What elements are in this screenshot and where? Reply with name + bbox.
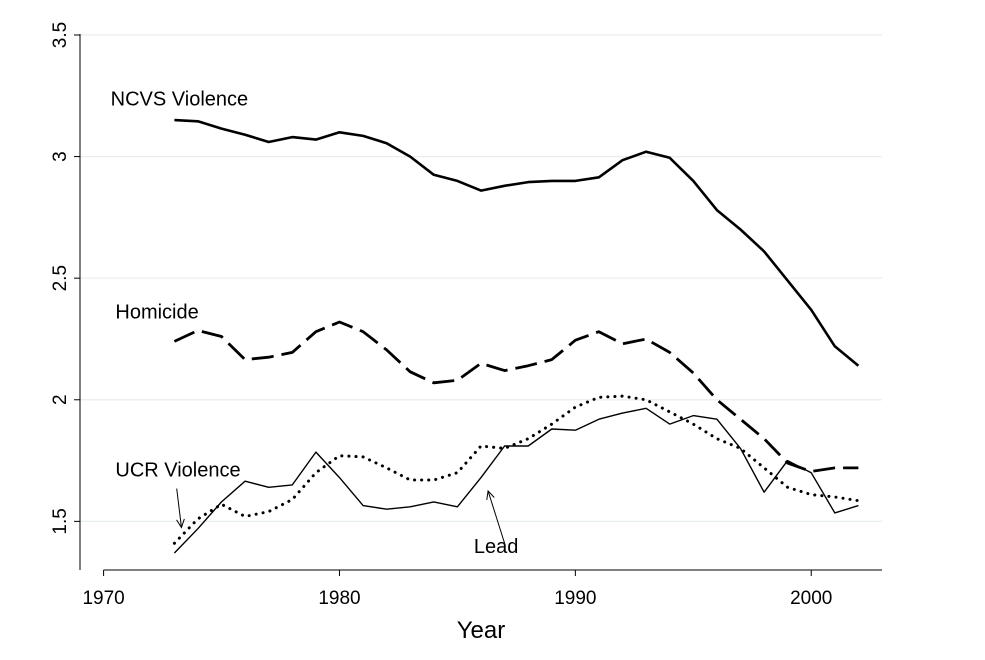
series-line-homicide	[173, 320, 859, 473]
y-tick-label: 2.5	[50, 265, 71, 291]
series-label: Lead	[474, 536, 519, 558]
annotation-arrow-head	[486, 489, 495, 500]
x-tick-label: 1970	[82, 588, 124, 609]
series-label: NCVS Violence	[111, 89, 248, 111]
series-line-ucr-violence	[172, 394, 860, 545]
x-tick-label: 2000	[790, 588, 832, 609]
series-lines	[172, 118, 860, 554]
y-tick-label: 3	[50, 151, 71, 162]
y-tick-label: 3.5	[50, 22, 71, 48]
annotation-arrow-head	[176, 518, 185, 529]
grid-lines	[80, 34, 882, 522]
y-tick-label: 2	[50, 394, 71, 405]
series-label: Homicide	[115, 301, 198, 323]
annotation-arrow-line	[176, 488, 182, 528]
series-label: UCR Violence	[115, 459, 240, 481]
axes: 1.5 2 2.5 3 3.5 1970 1980 1990 2000	[50, 22, 882, 609]
x-axis-title: Year	[457, 617, 506, 644]
series-line-ncvs-violence	[174, 118, 860, 367]
annotations: NCVS Violence Homicide UCR Violence Lead	[111, 89, 519, 558]
x-tick-label: 1980	[318, 588, 360, 609]
y-tick-label: 1.5	[50, 508, 71, 534]
annotation-arrow-line	[487, 490, 506, 544]
x-tick-label: 1990	[554, 588, 596, 609]
series-line-lead	[173, 407, 859, 554]
